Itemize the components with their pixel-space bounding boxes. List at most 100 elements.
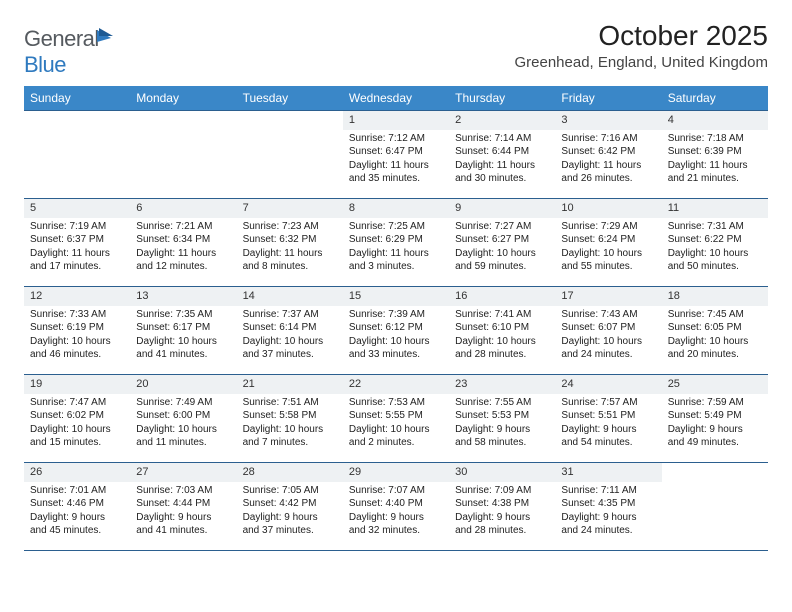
day-header: Sunday (24, 86, 130, 111)
daylight-text: Daylight: 9 hours and 41 minutes. (136, 511, 230, 538)
sunset-text: Sunset: 6:05 PM (668, 321, 762, 335)
calendar-day-cell: 9Sunrise: 7:27 AMSunset: 6:27 PMDaylight… (449, 199, 555, 287)
day-number: 20 (130, 375, 236, 394)
sunset-text: Sunset: 6:34 PM (136, 233, 230, 247)
day-number: 24 (555, 375, 661, 394)
sunrise-text: Sunrise: 7:18 AM (668, 132, 762, 146)
sunset-text: Sunset: 6:10 PM (455, 321, 549, 335)
sunrise-text: Sunrise: 7:55 AM (455, 396, 549, 410)
sunset-text: Sunset: 6:00 PM (136, 409, 230, 423)
sunset-text: Sunset: 6:19 PM (30, 321, 124, 335)
daylight-text: Daylight: 10 hours and 2 minutes. (349, 423, 443, 450)
day-number: 1 (343, 111, 449, 130)
calendar-day-cell (662, 463, 768, 551)
calendar-day-cell: 17Sunrise: 7:43 AMSunset: 6:07 PMDayligh… (555, 287, 661, 375)
calendar-day-cell: 23Sunrise: 7:55 AMSunset: 5:53 PMDayligh… (449, 375, 555, 463)
day-number: 22 (343, 375, 449, 394)
calendar-day-cell: 14Sunrise: 7:37 AMSunset: 6:14 PMDayligh… (237, 287, 343, 375)
daylight-text: Daylight: 11 hours and 30 minutes. (455, 159, 549, 186)
day-number: 12 (24, 287, 130, 306)
daylight-text: Daylight: 10 hours and 46 minutes. (30, 335, 124, 362)
day-number: 15 (343, 287, 449, 306)
day-content: Sunrise: 7:16 AMSunset: 6:42 PMDaylight:… (555, 130, 661, 190)
calendar-day-cell: 7Sunrise: 7:23 AMSunset: 6:32 PMDaylight… (237, 199, 343, 287)
day-content: Sunrise: 7:57 AMSunset: 5:51 PMDaylight:… (555, 394, 661, 454)
sunrise-text: Sunrise: 7:33 AM (30, 308, 124, 322)
calendar-week-row: 19Sunrise: 7:47 AMSunset: 6:02 PMDayligh… (24, 375, 768, 463)
calendar-day-cell: 4Sunrise: 7:18 AMSunset: 6:39 PMDaylight… (662, 111, 768, 199)
day-content: Sunrise: 7:07 AMSunset: 4:40 PMDaylight:… (343, 482, 449, 542)
sunset-text: Sunset: 6:24 PM (561, 233, 655, 247)
calendar-day-cell: 31Sunrise: 7:11 AMSunset: 4:35 PMDayligh… (555, 463, 661, 551)
sunrise-text: Sunrise: 7:05 AM (243, 484, 337, 498)
sunrise-text: Sunrise: 7:49 AM (136, 396, 230, 410)
daylight-text: Daylight: 9 hours and 54 minutes. (561, 423, 655, 450)
calendar-week-row: 5Sunrise: 7:19 AMSunset: 6:37 PMDaylight… (24, 199, 768, 287)
day-content: Sunrise: 7:53 AMSunset: 5:55 PMDaylight:… (343, 394, 449, 454)
sunset-text: Sunset: 6:27 PM (455, 233, 549, 247)
sunset-text: Sunset: 6:12 PM (349, 321, 443, 335)
day-number: 31 (555, 463, 661, 482)
sunrise-text: Sunrise: 7:31 AM (668, 220, 762, 234)
calendar-day-cell: 18Sunrise: 7:45 AMSunset: 6:05 PMDayligh… (662, 287, 768, 375)
sunrise-text: Sunrise: 7:43 AM (561, 308, 655, 322)
daylight-text: Daylight: 11 hours and 3 minutes. (349, 247, 443, 274)
sunrise-text: Sunrise: 7:14 AM (455, 132, 549, 146)
calendar-day-cell: 12Sunrise: 7:33 AMSunset: 6:19 PMDayligh… (24, 287, 130, 375)
day-header: Wednesday (343, 86, 449, 111)
calendar-week-row: 1Sunrise: 7:12 AMSunset: 6:47 PMDaylight… (24, 111, 768, 199)
day-header: Tuesday (237, 86, 343, 111)
calendar-day-cell: 20Sunrise: 7:49 AMSunset: 6:00 PMDayligh… (130, 375, 236, 463)
sunset-text: Sunset: 4:44 PM (136, 497, 230, 511)
day-content: Sunrise: 7:49 AMSunset: 6:00 PMDaylight:… (130, 394, 236, 454)
day-content: Sunrise: 7:39 AMSunset: 6:12 PMDaylight:… (343, 306, 449, 366)
day-number: 19 (24, 375, 130, 394)
daylight-text: Daylight: 10 hours and 28 minutes. (455, 335, 549, 362)
calendar-day-cell: 15Sunrise: 7:39 AMSunset: 6:12 PMDayligh… (343, 287, 449, 375)
sunset-text: Sunset: 4:38 PM (455, 497, 549, 511)
day-content: Sunrise: 7:33 AMSunset: 6:19 PMDaylight:… (24, 306, 130, 366)
calendar-day-cell: 10Sunrise: 7:29 AMSunset: 6:24 PMDayligh… (555, 199, 661, 287)
sunset-text: Sunset: 6:02 PM (30, 409, 124, 423)
day-header-row: SundayMondayTuesdayWednesdayThursdayFrid… (24, 86, 768, 111)
sunrise-text: Sunrise: 7:03 AM (136, 484, 230, 498)
sunrise-text: Sunrise: 7:45 AM (668, 308, 762, 322)
day-number: 11 (662, 199, 768, 218)
day-number: 6 (130, 199, 236, 218)
sunrise-text: Sunrise: 7:59 AM (668, 396, 762, 410)
day-content: Sunrise: 7:41 AMSunset: 6:10 PMDaylight:… (449, 306, 555, 366)
calendar-day-cell: 28Sunrise: 7:05 AMSunset: 4:42 PMDayligh… (237, 463, 343, 551)
daylight-text: Daylight: 11 hours and 12 minutes. (136, 247, 230, 274)
day-header: Thursday (449, 86, 555, 111)
daylight-text: Daylight: 10 hours and 15 minutes. (30, 423, 124, 450)
sunrise-text: Sunrise: 7:27 AM (455, 220, 549, 234)
day-content: Sunrise: 7:43 AMSunset: 6:07 PMDaylight:… (555, 306, 661, 366)
day-number: 13 (130, 287, 236, 306)
daylight-text: Daylight: 11 hours and 21 minutes. (668, 159, 762, 186)
brand-part1: General (24, 26, 99, 51)
day-number: 27 (130, 463, 236, 482)
day-content: Sunrise: 7:21 AMSunset: 6:34 PMDaylight:… (130, 218, 236, 278)
day-content: Sunrise: 7:09 AMSunset: 4:38 PMDaylight:… (449, 482, 555, 542)
calendar-day-cell: 13Sunrise: 7:35 AMSunset: 6:17 PMDayligh… (130, 287, 236, 375)
sunset-text: Sunset: 6:37 PM (30, 233, 124, 247)
sunrise-text: Sunrise: 7:11 AM (561, 484, 655, 498)
day-number: 16 (449, 287, 555, 306)
day-content: Sunrise: 7:37 AMSunset: 6:14 PMDaylight:… (237, 306, 343, 366)
day-number: 10 (555, 199, 661, 218)
day-number: 14 (237, 287, 343, 306)
daylight-text: Daylight: 10 hours and 41 minutes. (136, 335, 230, 362)
sunset-text: Sunset: 4:40 PM (349, 497, 443, 511)
day-number: 3 (555, 111, 661, 130)
day-number: 21 (237, 375, 343, 394)
daylight-text: Daylight: 10 hours and 33 minutes. (349, 335, 443, 362)
daylight-text: Daylight: 9 hours and 58 minutes. (455, 423, 549, 450)
sunrise-text: Sunrise: 7:53 AM (349, 396, 443, 410)
day-content: Sunrise: 7:19 AMSunset: 6:37 PMDaylight:… (24, 218, 130, 278)
day-number: 2 (449, 111, 555, 130)
sunset-text: Sunset: 5:49 PM (668, 409, 762, 423)
sunrise-text: Sunrise: 7:19 AM (30, 220, 124, 234)
day-number: 17 (555, 287, 661, 306)
day-content: Sunrise: 7:51 AMSunset: 5:58 PMDaylight:… (237, 394, 343, 454)
sunset-text: Sunset: 6:32 PM (243, 233, 337, 247)
